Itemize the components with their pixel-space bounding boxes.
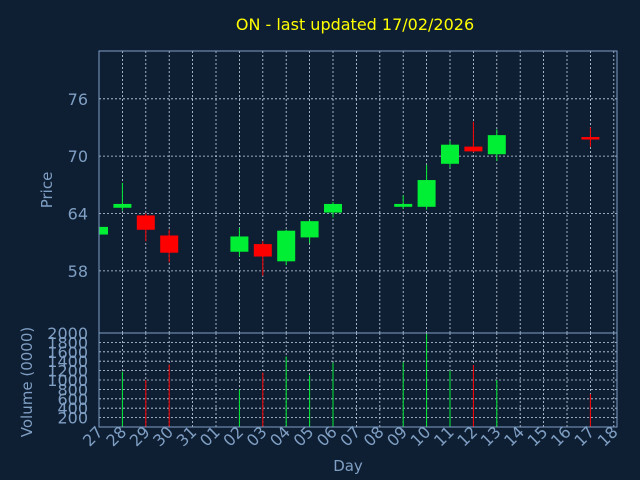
candle-02 — [230, 227, 249, 257]
candle-body — [113, 203, 132, 208]
price-axis-label: Price — [38, 172, 56, 209]
candle-11 — [441, 140, 459, 168]
candle-17 — [581, 127, 600, 147]
chart-title: ON - last updated 17/02/2026 — [236, 15, 474, 34]
volume-y-tick-label: 200 — [57, 409, 88, 428]
candle-body — [394, 203, 413, 207]
candle-28 — [113, 182, 132, 211]
candle-body — [300, 221, 319, 238]
volume-plot-frame — [98, 332, 618, 428]
candle-10 — [417, 164, 436, 210]
volume-y-tick-label: 800 — [57, 380, 88, 399]
candle-13 — [487, 129, 506, 161]
volume-axis-label: Volume (0000) — [18, 327, 36, 437]
volume-y-tick-label: 600 — [57, 390, 88, 409]
candle-06 — [324, 202, 342, 218]
candle-09 — [394, 195, 413, 209]
candle-30 — [160, 229, 179, 263]
candle-body — [277, 230, 296, 262]
candle-body — [253, 244, 272, 257]
volume-y-tick-label: 1400 — [47, 352, 88, 371]
candle-body — [230, 236, 249, 252]
price-y-tick-label: 58 — [68, 262, 88, 281]
candle-12 — [464, 121, 483, 153]
volume-bars — [121, 333, 591, 427]
candle-27 — [98, 226, 108, 235]
volume-y-tick-label: 1200 — [47, 362, 88, 381]
price-y-ticks: 58 64 70 76 — [68, 90, 88, 281]
candle-body — [160, 235, 179, 253]
day-axis-label: Day — [333, 457, 363, 475]
candle-body — [464, 146, 483, 152]
candle-body — [324, 203, 342, 213]
candle-body — [99, 226, 108, 235]
candle-body — [136, 215, 155, 230]
candle-body — [487, 135, 506, 155]
volume-y-tick-label: 1000 — [47, 371, 88, 390]
volume-y-tick-label: 1600 — [47, 343, 88, 362]
volume-y-tick-label: 2000 — [47, 324, 88, 343]
price-y-tick-label: 76 — [68, 90, 88, 109]
volume-y-tick-label: 1800 — [47, 333, 88, 352]
price-y-tick-label: 70 — [68, 147, 88, 166]
candle-body — [581, 137, 600, 140]
day-x-ticks: 2728293031010203040506070809101112131415… — [79, 422, 622, 450]
candle-04 — [277, 229, 296, 266]
candle-05 — [300, 220, 319, 244]
price-candles — [98, 121, 600, 276]
volume-y-tick-label: 400 — [57, 399, 88, 418]
candle-29 — [136, 213, 155, 242]
candle-body — [441, 144, 459, 164]
candle-body — [417, 180, 436, 207]
price-y-tick-label: 64 — [68, 205, 88, 224]
candle-03 — [253, 241, 272, 276]
